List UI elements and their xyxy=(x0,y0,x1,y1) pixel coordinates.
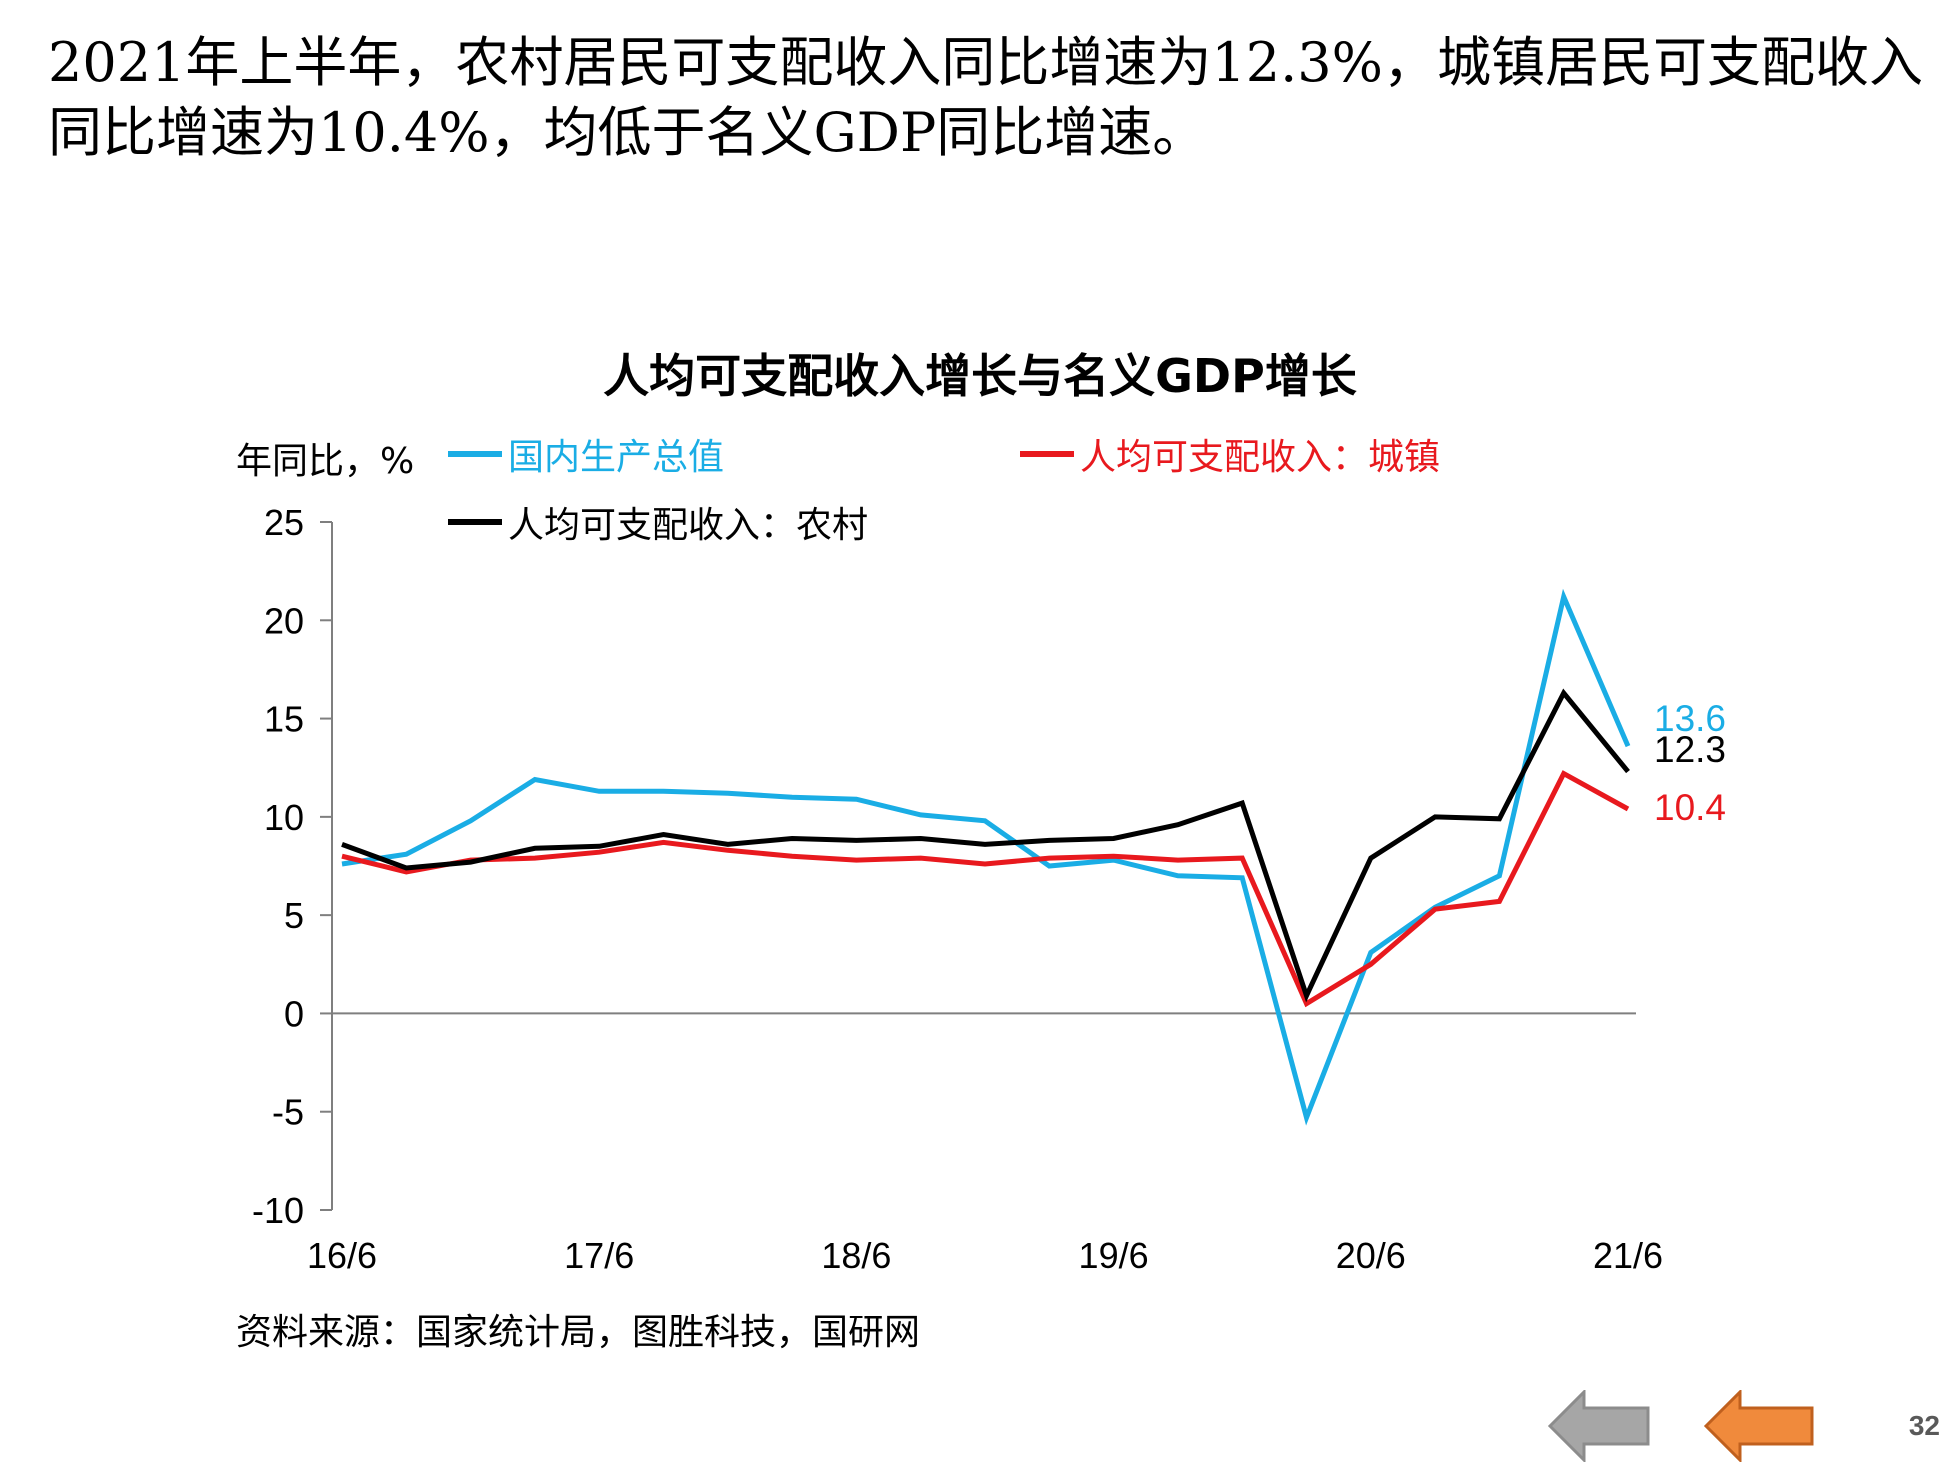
series-line-rural xyxy=(341,688,1630,1003)
x-tick-label-3: 19/6 xyxy=(1079,1235,1149,1276)
y-tick-label-3: 10 xyxy=(264,797,304,838)
legend-swatch-urban xyxy=(1020,451,1074,457)
y-tick-label-1: 20 xyxy=(264,600,304,641)
headline: 2021年上半年，农村居民可支配收入同比增速为12.3%，城镇居民可支配收入同比… xyxy=(48,31,1923,164)
next-page-button[interactable] xyxy=(1704,1390,1816,1462)
prev-page-button[interactable] xyxy=(1548,1390,1652,1462)
series-line-gdp xyxy=(341,588,1631,1126)
y-tick-label-6: -5 xyxy=(272,1092,304,1133)
left-arrow-icon xyxy=(1548,1390,1650,1462)
legend-item-urban: 人均可支配收入：城镇 xyxy=(1020,428,1440,480)
chart-series xyxy=(341,588,1631,1126)
y-axis-unit: 年同比，% xyxy=(236,441,415,482)
x-tick-label-4: 20/6 xyxy=(1336,1235,1406,1276)
source-note: 资料来源：国家统计局，图胜科技，国研网 xyxy=(236,1312,921,1353)
legend-swatch-gdp xyxy=(448,451,502,457)
legend-item-gdp: 国内生产总值 xyxy=(448,428,724,480)
y-tick-label-2: 15 xyxy=(264,699,304,740)
x-tick-label-1: 17/6 xyxy=(564,1235,634,1276)
legend-swatch-rural xyxy=(448,519,502,525)
y-tick-label-4: 5 xyxy=(284,895,304,936)
x-tick-label-5: 21/6 xyxy=(1593,1235,1663,1276)
x-tick-label-0: 16/6 xyxy=(307,1235,377,1276)
x-tick-label-2: 18/6 xyxy=(821,1235,891,1276)
legend-label-rural: 人均可支配收入：农村 xyxy=(508,505,869,546)
end-label-urban: 10.4 xyxy=(1654,786,1727,828)
end-label-rural: 12.3 xyxy=(1654,728,1727,770)
chart-title: 人均可支配收入增长与名义GDP增长 xyxy=(603,349,1357,403)
y-tick-label-5: 0 xyxy=(284,993,304,1034)
y-tick-label-0: 25 xyxy=(264,502,304,543)
legend-label-urban: 人均可支配收入：城镇 xyxy=(1080,437,1441,478)
y-tick-label-7: -10 xyxy=(252,1190,304,1231)
page-number: 32 xyxy=(1908,1410,1940,1441)
left-arrow-icon xyxy=(1704,1390,1814,1462)
legend-item-rural: 人均可支配收入：农村 xyxy=(448,496,868,548)
series-line-urban xyxy=(341,770,1630,1008)
end-label-gdp: 13.6 xyxy=(1654,698,1727,740)
legend-label-gdp: 国内生产总值 xyxy=(508,437,725,478)
